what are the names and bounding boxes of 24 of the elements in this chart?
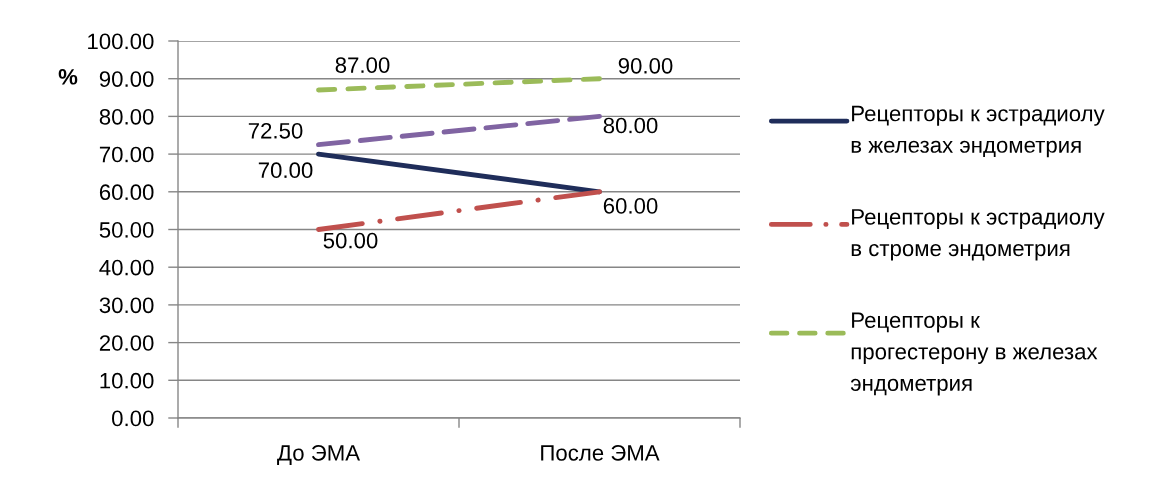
data-label: 50.00	[323, 232, 378, 249]
y-tick-label: 70.00	[99, 146, 154, 163]
legend-label: Рецепторы к эстрадиолу в железах эндометрия	[851, 105, 1105, 158]
y-tick-label: 20.00	[99, 335, 154, 351]
y-tick-label: 100.00	[88, 33, 154, 50]
y-tick-label: 80.00	[99, 108, 154, 125]
legend-label: Рецепторы к прогестерону в железах эндометрия	[850, 312, 1098, 396]
y-tick-label: 60.00	[99, 184, 154, 201]
y-tick-label: 30.00	[99, 297, 154, 314]
x-tick-label: До ЭМА	[277, 444, 361, 465]
data-label: 70.00	[258, 162, 313, 179]
y-axis-title: %	[58, 68, 78, 85]
data-label: 60.00	[603, 198, 658, 214]
data-label: 90.00	[618, 57, 673, 74]
data-label: 72.50	[248, 122, 303, 139]
x-tick-label: После ЭМА	[541, 444, 660, 461]
y-tick-label: 40.00	[99, 259, 154, 276]
y-tick-label: 0.00	[112, 410, 154, 427]
y-tick-label: 10.00	[100, 372, 154, 389]
legend-label: Рецепторы к эстрадиолу в строме эндометрия	[851, 209, 1105, 261]
data-label: 87.00	[335, 57, 390, 73]
y-tick-label: 90.00	[99, 71, 154, 87]
y-tick-label: 50.00	[99, 222, 154, 238]
data-label: 80.00	[603, 117, 658, 134]
